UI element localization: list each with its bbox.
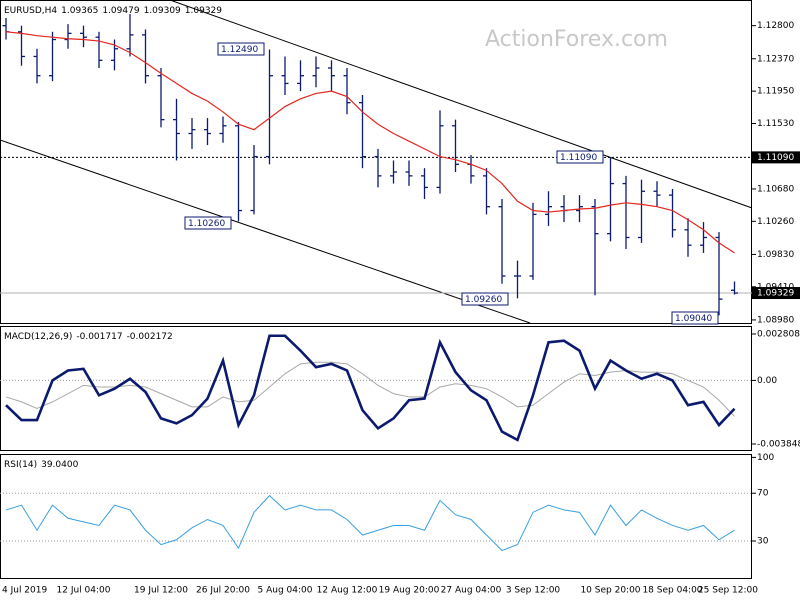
x-tick-label: 25 Sep 12:00: [698, 586, 758, 596]
y-tick-label: 100: [757, 453, 774, 463]
annotation-label: 1.10260: [188, 219, 225, 229]
x-tick-label: 12 Jul 04:00: [57, 586, 111, 596]
pane-frame: [0, 0, 752, 324]
y-tick-label: 0.002808: [757, 329, 800, 339]
indicator-line: [5, 334, 736, 442]
y-tick-label: -0.003848: [757, 440, 800, 450]
indicator-line: [5, 494, 735, 552]
current-price-box: [752, 287, 800, 300]
indicator-header: MACD(12,26,9) -0.001717 -0.002172: [4, 332, 173, 342]
header-value: RSI(14): [4, 460, 37, 470]
y-tick-label: 1.11950: [757, 87, 794, 97]
x-tick-label: 12 Aug 12:00: [317, 586, 378, 596]
annotation-box: [556, 150, 604, 164]
annotation-label: 1.11090: [560, 153, 597, 163]
annotation-box: [671, 311, 719, 325]
header-value: -0.001717: [76, 332, 122, 342]
annotation-box: [461, 292, 509, 306]
header-value: 1.09329: [185, 6, 222, 16]
x-tick-label: 19 Aug 20:00: [379, 586, 440, 596]
current-price-label: 1.09329: [757, 289, 794, 299]
y-tick-label: 1.08980: [757, 315, 794, 325]
annotation-box: [184, 216, 232, 230]
annotation-label: 1.09260: [465, 295, 502, 305]
x-tick-label: 5 Aug 04:00: [258, 586, 313, 596]
y-tick-label: 70: [757, 489, 769, 499]
channel-lower: [0, 139, 531, 324]
header-value: 1.09365: [61, 6, 98, 16]
x-tick-label: 18 Sep 04:00: [642, 586, 702, 596]
pane-frame: [0, 454, 752, 579]
indicator-header: RSI(14) 39.0400: [4, 460, 79, 470]
y-tick-label: 1.11530: [757, 119, 794, 129]
watermark: ActionForex.com: [485, 27, 668, 52]
header-value: 39.0400: [41, 460, 78, 470]
header-value: MACD(12,26,9): [4, 332, 72, 342]
y-tick-label: 1.10260: [757, 217, 794, 227]
x-tick-label: 3 Sep 12:00: [506, 586, 561, 596]
annotation-box: [217, 42, 265, 56]
y-tick-label: 1.12800: [757, 21, 794, 31]
indicator-line: [5, 361, 735, 417]
level-box: [752, 151, 800, 164]
y-tick-label: 30: [757, 536, 769, 546]
y-tick-label: 0.00: [757, 376, 777, 386]
x-tick-label: 4 Jul 2019: [2, 586, 47, 596]
moving-average: [5, 31, 735, 254]
x-tick-label: 19 Jul 12:00: [134, 586, 188, 596]
header-value: -0.002172: [127, 332, 173, 342]
header-value: 1.09309: [144, 6, 181, 16]
channel-upper: [169, 0, 753, 209]
level-label: 1.11090: [757, 153, 794, 163]
indicator-header: EURUSD,H4 1.09365 1.09479 1.09309 1.09329: [4, 6, 222, 16]
x-tick-label: 26 Jul 20:00: [196, 586, 250, 596]
annotation-label: 1.09040: [675, 314, 712, 324]
annotation-label: 1.12490: [221, 45, 258, 55]
header-value: EURUSD,H4: [4, 6, 57, 16]
x-tick-label: 10 Sep 20:00: [580, 586, 640, 596]
y-tick-label: 1.09830: [757, 250, 794, 260]
x-tick-label: 27 Aug 04:00: [441, 586, 502, 596]
y-tick-label: 1.10680: [757, 184, 794, 194]
header-value: 1.09479: [102, 6, 139, 16]
pane-frame: [0, 326, 752, 451]
y-tick-label: 1.12370: [757, 54, 794, 64]
